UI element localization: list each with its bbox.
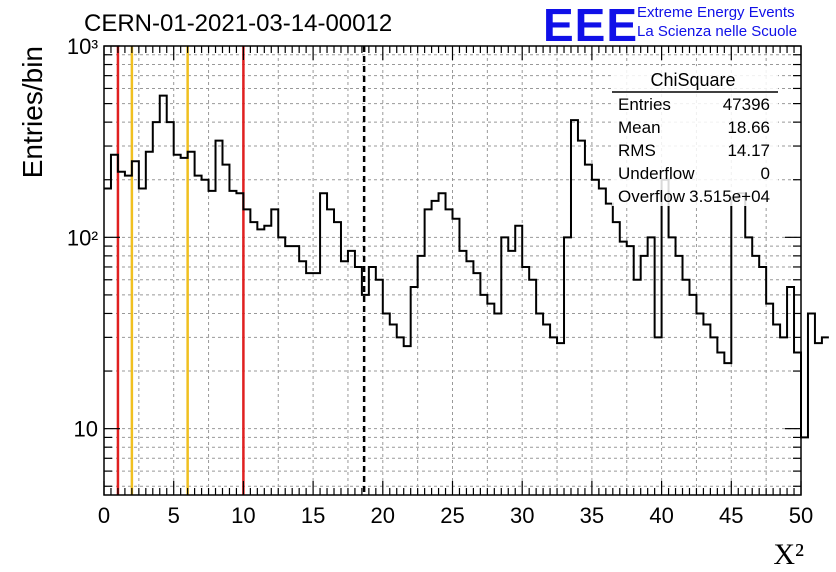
logo-subtitle-line1: Extreme Energy Events (637, 4, 795, 21)
y-tick-label: 10³ (67, 34, 98, 59)
x-tick-label: 10 (231, 503, 255, 528)
x-tick-label: 0 (98, 503, 110, 528)
stats-box-title: ChiSquare (650, 70, 735, 90)
stats-row-value: 3.515e+04 (689, 187, 770, 206)
stats-row-label: Overflow (618, 187, 686, 206)
x-tick-label: 15 (301, 503, 325, 528)
y-tick-label: 10² (67, 225, 98, 250)
logo-subtitle-line2: La Scienza nelle Scuole (637, 23, 798, 40)
x-tick-label: 30 (510, 503, 534, 528)
stats-row-label: Entries (618, 95, 671, 114)
stats-box: ChiSquare Entries 47396 Mean 18.66 RMS 14.17 U… (612, 66, 778, 206)
eee-logo: EEE (543, 0, 639, 51)
chart-title: CERN-01-2021-03-14-00012 (84, 10, 393, 37)
y-tick-label: 10 (74, 417, 98, 442)
stats-row-value: 14.17 (727, 141, 770, 160)
histogram-outline (104, 94, 829, 439)
y-axis-label: Entries/bin (17, 46, 48, 178)
x-tick-label: 35 (580, 503, 604, 528)
stats-row-value: 47396 (723, 95, 770, 114)
x-tick-label: 5 (168, 503, 180, 528)
x-tick-label: 45 (719, 503, 743, 528)
stats-box-bg (612, 66, 778, 206)
x-tick-label: 40 (649, 503, 673, 528)
x-tick-label: 20 (371, 503, 395, 528)
stats-row-label: RMS (618, 141, 656, 160)
stats-row-label: Underflow (618, 164, 695, 183)
x-axis-label: X² (773, 538, 804, 571)
x-tick-label: 25 (440, 503, 464, 528)
stats-row-value: 18.66 (727, 118, 770, 137)
x-tick-label: 50 (789, 503, 813, 528)
stats-row-label: Mean (618, 118, 661, 137)
stats-row-value: 0 (761, 164, 770, 183)
